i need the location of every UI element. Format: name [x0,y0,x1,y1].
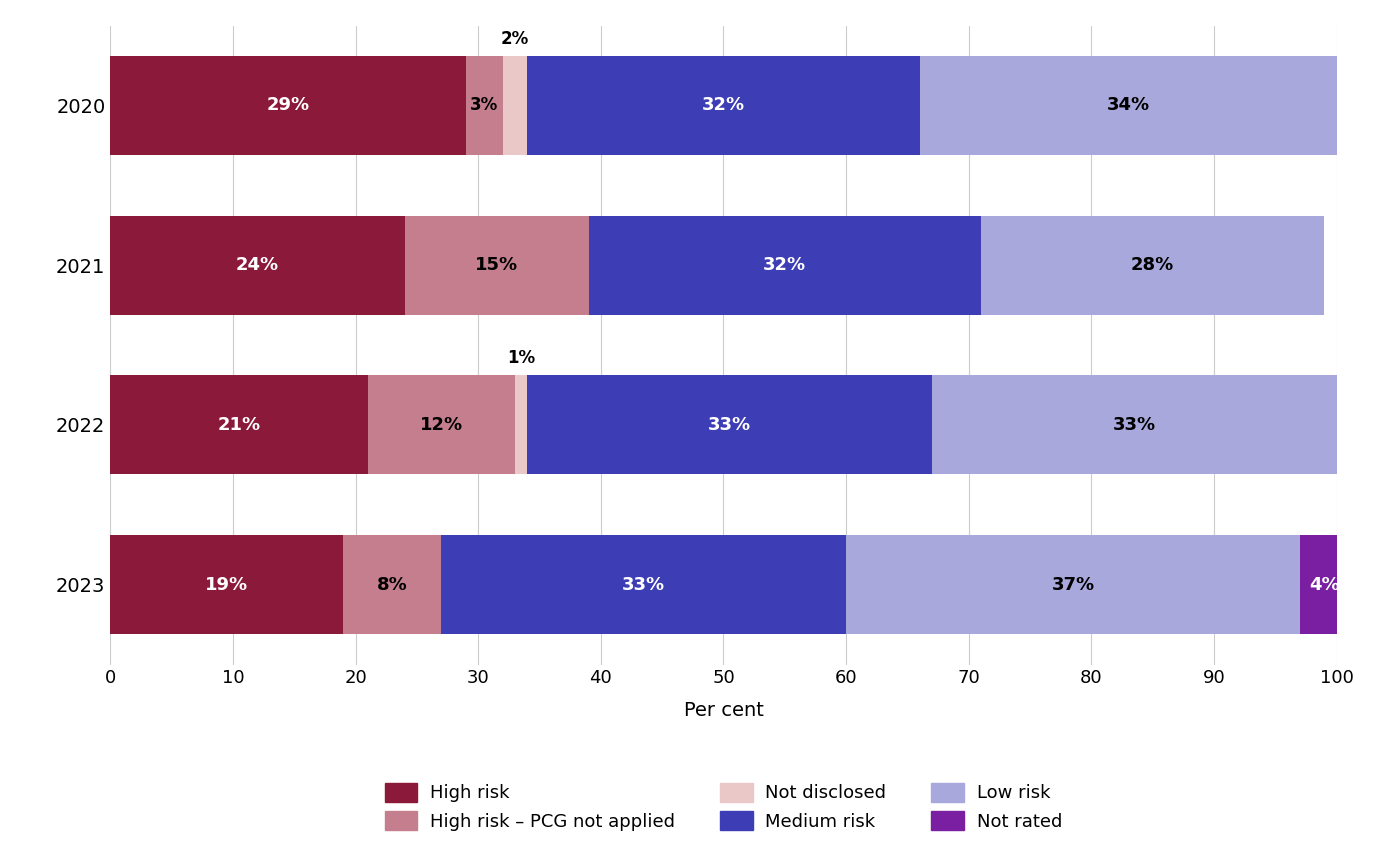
Text: 33%: 33% [1113,416,1156,434]
Bar [368,376,515,475]
Bar [846,535,1299,634]
Bar [343,535,441,634]
Bar [1299,535,1349,634]
Bar [110,56,466,155]
Text: 4%: 4% [1309,576,1339,594]
Bar [466,56,503,155]
Text: 3%: 3% [470,96,499,114]
Text: 2%: 2% [500,30,529,48]
Bar [110,376,368,475]
Text: 33%: 33% [708,416,751,434]
Bar [515,376,528,475]
Text: 29%: 29% [266,96,310,114]
Bar [441,535,846,634]
Text: 34%: 34% [1107,96,1149,114]
Text: 12%: 12% [420,416,463,434]
Text: 32%: 32% [763,256,806,274]
Text: 28%: 28% [1131,256,1174,274]
Bar [919,56,1337,155]
Bar [503,56,528,155]
Text: 15%: 15% [475,256,518,274]
Text: 21%: 21% [218,416,260,434]
Bar [405,216,588,314]
Text: 32%: 32% [701,96,745,114]
Bar [110,216,405,314]
Text: 1%: 1% [507,349,535,367]
Legend: High risk, High risk – PCG not applied, Not disclosed, Medium risk, Low risk, No: High risk, High risk – PCG not applied, … [378,776,1069,838]
Text: 37%: 37% [1051,576,1094,594]
Bar [528,376,932,475]
Bar [528,56,919,155]
Text: 8%: 8% [378,576,408,594]
Bar [981,216,1324,314]
Bar [110,535,343,634]
Bar [932,376,1337,475]
X-axis label: Per cent: Per cent [683,701,763,720]
Text: 19%: 19% [205,576,248,594]
Text: 24%: 24% [236,256,278,274]
Text: 33%: 33% [623,576,666,594]
Bar [588,216,981,314]
